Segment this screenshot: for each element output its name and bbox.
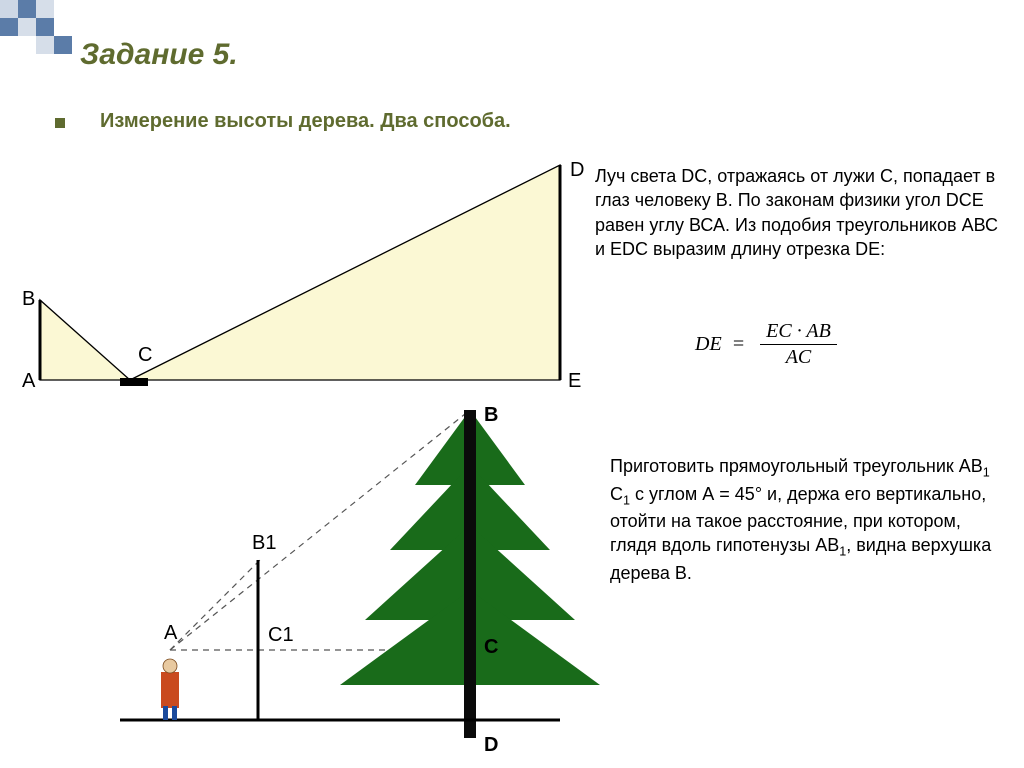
d2-label-C1: C1	[268, 624, 294, 647]
d2-label-B1: B1	[252, 532, 276, 555]
d2-label-D: D	[484, 734, 498, 757]
paragraph-2: Приготовить прямоугольный треугольник АВ…	[610, 454, 1010, 585]
d2-label-B: B	[484, 404, 498, 427]
d2-label-A: A	[164, 622, 177, 645]
diagram-2	[0, 0, 1024, 768]
d2-label-C: C	[484, 636, 498, 659]
